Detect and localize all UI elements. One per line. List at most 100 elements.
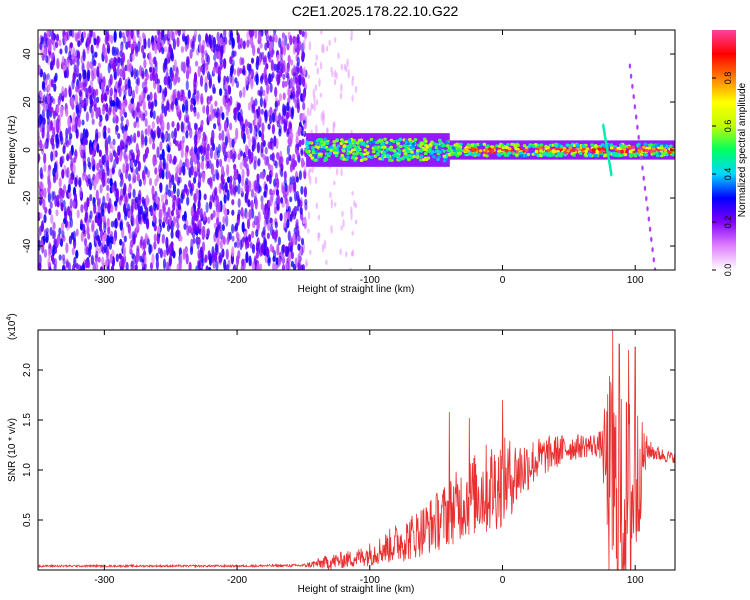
- noise-cell: [294, 77, 299, 85]
- band-cell: [373, 154, 378, 158]
- noise-cell: [349, 267, 352, 270]
- band-cell: [503, 153, 508, 157]
- noise-cell: [66, 154, 70, 161]
- noise-cell: [194, 136, 198, 149]
- noise-cell: [295, 89, 299, 99]
- band-cell: [649, 140, 652, 160]
- band-cell: [588, 148, 593, 152]
- noise-cell: [256, 141, 260, 154]
- band-cell: [556, 151, 561, 155]
- noise-cell: [159, 154, 163, 161]
- snr-panel: -300 -200 -100 0 100 0.5 1.0 1.5 2.0 Height of …: [6, 313, 676, 595]
- noise-cell: [67, 116, 71, 128]
- band-cell: [613, 153, 618, 158]
- noise-cell: [164, 198, 169, 206]
- noise-cell: [106, 192, 110, 202]
- noise-cell: [173, 59, 177, 70]
- band-cell: [408, 138, 412, 142]
- noise-cell: [171, 174, 175, 186]
- noise-cell: [77, 117, 81, 128]
- noise-cell: [112, 110, 116, 120]
- noise-cell: [91, 155, 95, 166]
- noise-cell: [293, 42, 297, 49]
- band-cell: [404, 154, 409, 158]
- noise-cell: [136, 172, 140, 182]
- noise-cell: [86, 197, 90, 208]
- noise-cell: [173, 155, 177, 165]
- band-cell: [333, 146, 337, 150]
- noise-cell: [329, 191, 332, 199]
- noise-cell: [110, 57, 114, 65]
- band-cell: [565, 143, 570, 147]
- noise-cell: [290, 59, 294, 66]
- noise-cell: [155, 195, 159, 205]
- band-cell: [570, 152, 575, 156]
- noise-cell: [235, 231, 239, 240]
- noise-cell: [254, 215, 258, 224]
- noise-cell: [135, 49, 139, 57]
- noise-cell: [52, 190, 56, 200]
- band-cell: [445, 133, 448, 167]
- noise-cell: [280, 57, 284, 67]
- noise-cell: [52, 230, 57, 240]
- noise-cell: [72, 123, 76, 133]
- noise-cell: [137, 213, 142, 225]
- band-cell: [347, 138, 352, 142]
- band-cell: [546, 148, 551, 153]
- band-cell: [318, 138, 323, 142]
- noise-cell: [270, 137, 274, 144]
- band-cell: [610, 146, 614, 150]
- noise-cell: [244, 76, 249, 86]
- noise-cell: [38, 225, 42, 236]
- band-cell: [661, 152, 665, 156]
- noise-cell: [146, 169, 150, 179]
- band-cell: [407, 158, 411, 162]
- noise-cell: [50, 106, 54, 114]
- band-cell: [382, 150, 387, 154]
- noise-cell: [83, 202, 87, 210]
- noise-cell: [134, 196, 138, 203]
- noise-cell: [251, 230, 255, 239]
- noise-cell: [52, 126, 56, 138]
- noise-cell: [326, 127, 329, 134]
- noise-cell: [122, 163, 126, 174]
- noise-cell: [350, 30, 353, 39]
- y-tick-label: 40: [22, 48, 33, 60]
- noise-cell: [112, 237, 116, 245]
- band-cell: [560, 145, 564, 149]
- noise-cell: [79, 132, 83, 140]
- noise-cell: [314, 84, 318, 91]
- noise-cell: [229, 56, 233, 65]
- noise-cell: [38, 102, 41, 112]
- noise-cell: [97, 131, 101, 139]
- noise-cell: [289, 34, 293, 46]
- band-cell: [534, 149, 539, 154]
- noise-cell: [295, 219, 299, 227]
- noise-cell: [210, 111, 215, 120]
- noise-cell: [101, 155, 105, 162]
- noise-cell: [232, 178, 237, 191]
- noise-cell: [276, 204, 280, 211]
- noise-cell: [157, 247, 161, 255]
- noise-cell: [182, 61, 186, 72]
- noise-cell: [345, 251, 348, 258]
- noise-cell: [297, 234, 301, 242]
- band-cell: [323, 133, 325, 167]
- noise-cell: [301, 138, 305, 146]
- band-cell: [647, 146, 652, 150]
- noise-cell: [110, 99, 114, 107]
- band-cell: [346, 147, 350, 151]
- noise-cell: [47, 84, 51, 92]
- noise-cell: [306, 107, 310, 117]
- band-cell: [451, 146, 456, 150]
- noise-cell: [214, 251, 218, 263]
- noise-cell: [251, 261, 256, 270]
- noise-cell: [65, 127, 69, 139]
- noise-cell: [224, 81, 228, 90]
- noise-cell: [130, 266, 134, 270]
- noise-cell: [142, 199, 146, 207]
- y-tick-label: 1.5: [22, 413, 33, 427]
- noise-cell: [276, 54, 280, 63]
- band-cell: [348, 143, 353, 147]
- noise-cell: [72, 58, 76, 65]
